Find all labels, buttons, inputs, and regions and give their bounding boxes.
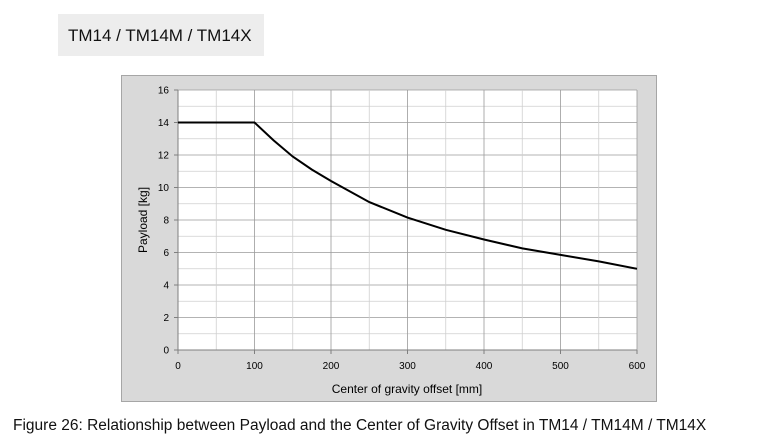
y-axis-label: Payload [kg] [136,187,150,253]
x-tick-label: 200 [323,361,340,372]
y-tick-label: 8 [163,216,169,227]
y-tick-label: 2 [163,313,169,324]
tick-labels: 0 2 4 6 8 10 12 14 16 0 100 200 300 400 500 600 [158,86,646,373]
axes [174,89,638,354]
y-tick-label: 0 [163,346,169,357]
figure-caption: Figure 26: Relationship between Payload … [13,417,707,434]
x-tick-label: 0 [175,361,181,372]
x-tick-label: 600 [629,361,646,372]
y-tick-label: 14 [158,118,170,129]
payload-series-line [178,121,638,270]
y-tick-label: 10 [158,183,170,194]
x-axis-label: Center of gravity offset [mm] [332,382,483,396]
x-tick-label: 100 [246,361,263,372]
header-box: TM14 / TM14M / TM14X [58,14,264,56]
x-tick-label: 400 [476,361,493,372]
grid [178,89,638,350]
x-tick-label: 500 [552,361,569,372]
y-tick-label: 16 [158,86,170,97]
y-tick-label: 12 [158,151,170,162]
payload-chart: 0 2 4 6 8 10 12 14 16 0 100 200 300 400 500 600 Center … [136,86,646,397]
y-tick-label: 6 [163,248,169,259]
x-tick-label: 300 [399,361,416,372]
y-tick-label: 4 [163,281,169,292]
header-title: TM14 / TM14M / TM14X [68,26,252,45]
